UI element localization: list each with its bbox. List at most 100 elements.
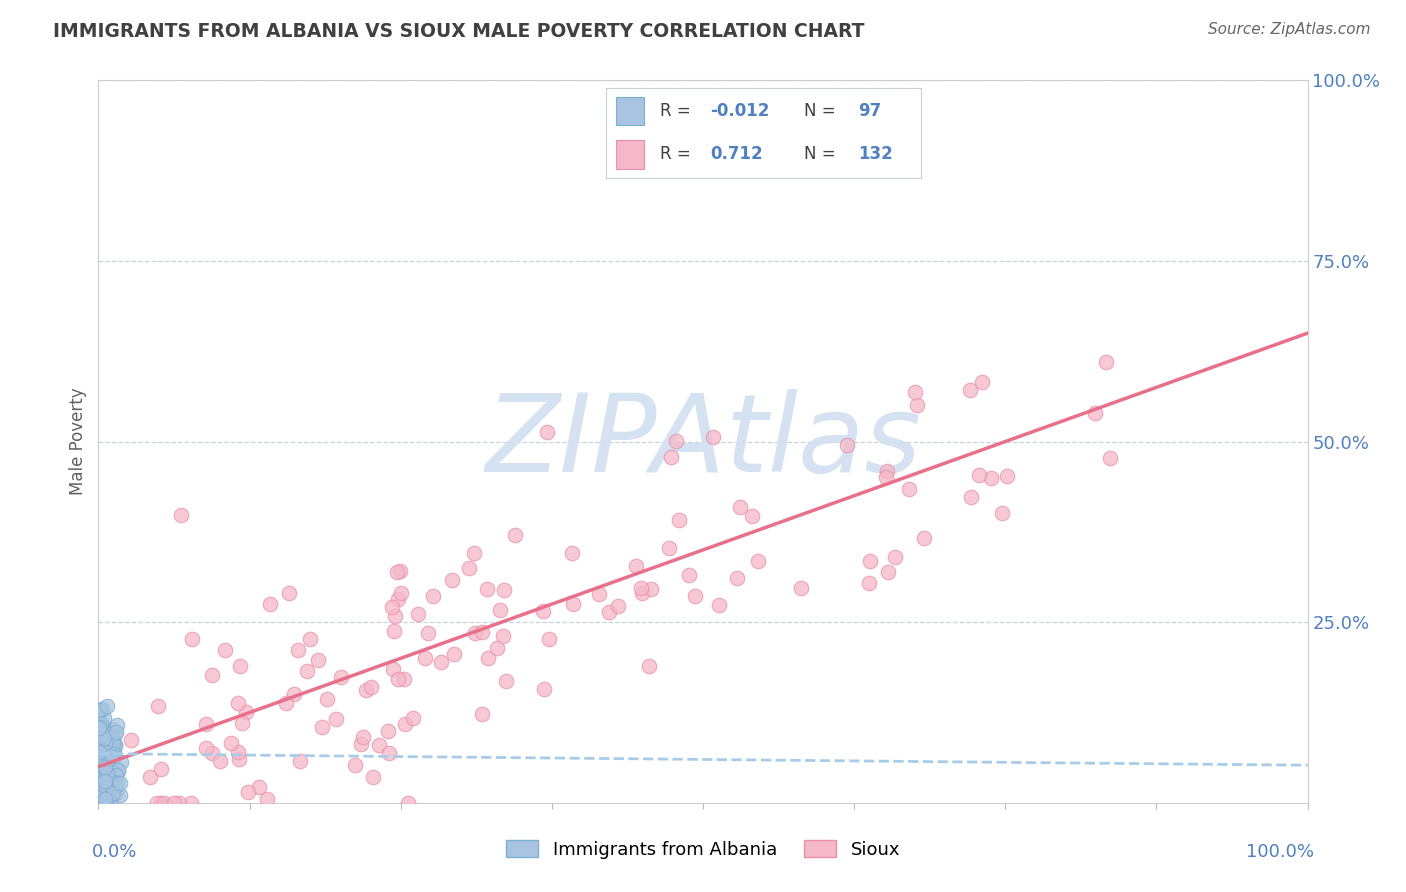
Point bbox=[90, 761, 112, 775]
Point bbox=[101, 747, 124, 761]
Point bbox=[107, 763, 129, 777]
Point bbox=[531, 604, 554, 618]
Point bbox=[162, 796, 184, 810]
Point bbox=[904, 384, 927, 399]
Point bbox=[533, 682, 555, 697]
Point bbox=[702, 430, 724, 444]
Point bbox=[238, 785, 260, 799]
Point bbox=[93, 736, 115, 750]
Point bbox=[103, 752, 125, 766]
Point bbox=[91, 731, 114, 745]
Point bbox=[492, 582, 515, 597]
Point bbox=[90, 752, 112, 766]
Point bbox=[858, 576, 880, 591]
Point bbox=[384, 609, 406, 624]
Point bbox=[325, 712, 347, 726]
Point bbox=[91, 785, 114, 799]
Point bbox=[101, 736, 124, 750]
Point bbox=[1095, 355, 1118, 369]
Point bbox=[683, 589, 706, 603]
Point bbox=[485, 641, 508, 656]
Point bbox=[344, 758, 367, 772]
Point bbox=[96, 698, 118, 713]
Point bbox=[394, 717, 416, 731]
Point bbox=[87, 720, 110, 734]
Point bbox=[101, 732, 124, 747]
Point bbox=[105, 776, 128, 790]
Point bbox=[1084, 406, 1107, 420]
Point bbox=[195, 716, 218, 731]
Point bbox=[278, 586, 301, 600]
Point bbox=[120, 733, 142, 747]
Point bbox=[108, 789, 131, 803]
Point bbox=[561, 546, 583, 560]
Point bbox=[96, 766, 118, 780]
Point bbox=[201, 668, 224, 682]
Point bbox=[288, 754, 311, 768]
Point bbox=[91, 777, 114, 791]
Point bbox=[89, 795, 111, 809]
Point bbox=[93, 796, 115, 810]
Point bbox=[97, 724, 120, 739]
Y-axis label: Male Poverty: Male Poverty bbox=[69, 388, 87, 495]
Point bbox=[104, 768, 127, 782]
Point bbox=[93, 711, 115, 725]
Point bbox=[588, 587, 610, 601]
Point bbox=[180, 796, 202, 810]
Point bbox=[503, 528, 526, 542]
Point bbox=[387, 672, 409, 686]
Point bbox=[104, 724, 127, 739]
Point bbox=[195, 741, 218, 756]
Point bbox=[89, 703, 111, 717]
Point bbox=[381, 599, 404, 614]
Point bbox=[360, 681, 382, 695]
Point bbox=[231, 715, 253, 730]
Point bbox=[91, 739, 114, 753]
Point bbox=[101, 783, 124, 797]
Point bbox=[97, 730, 120, 744]
Point bbox=[90, 783, 112, 797]
Point bbox=[835, 438, 858, 452]
Point bbox=[387, 592, 409, 607]
Point bbox=[89, 745, 111, 759]
Point bbox=[150, 796, 173, 810]
Point bbox=[89, 755, 111, 769]
Point bbox=[103, 786, 125, 800]
Point bbox=[93, 731, 115, 746]
Point bbox=[876, 465, 898, 479]
Point bbox=[741, 509, 763, 524]
Point bbox=[103, 764, 125, 779]
Point bbox=[747, 554, 769, 568]
Point bbox=[97, 769, 120, 783]
Point bbox=[94, 780, 117, 794]
Point bbox=[94, 741, 117, 756]
Point bbox=[668, 513, 690, 527]
Point bbox=[110, 776, 132, 790]
Point bbox=[89, 741, 111, 756]
Point bbox=[105, 717, 128, 731]
Point bbox=[256, 792, 278, 806]
Point bbox=[149, 762, 172, 776]
Point bbox=[914, 531, 936, 545]
Point bbox=[89, 787, 111, 801]
Text: IMMIGRANTS FROM ALBANIA VS SIOUX MALE POVERTY CORRELATION CHART: IMMIGRANTS FROM ALBANIA VS SIOUX MALE PO… bbox=[53, 22, 865, 41]
Point bbox=[477, 651, 499, 665]
Point bbox=[316, 692, 339, 706]
Point bbox=[91, 733, 114, 747]
Point bbox=[146, 699, 169, 714]
Point bbox=[235, 705, 257, 719]
Point bbox=[89, 776, 111, 790]
Point bbox=[377, 746, 399, 760]
Point bbox=[208, 754, 231, 768]
Point bbox=[311, 720, 333, 734]
Point bbox=[471, 706, 494, 721]
Point bbox=[352, 730, 374, 744]
Point bbox=[413, 651, 436, 665]
Point bbox=[90, 767, 112, 781]
Point bbox=[98, 747, 121, 761]
Point bbox=[91, 721, 114, 735]
Point bbox=[377, 724, 399, 739]
Point bbox=[104, 780, 127, 794]
Legend: Immigrants from Albania, Sioux: Immigrants from Albania, Sioux bbox=[498, 833, 908, 866]
Point bbox=[138, 771, 160, 785]
